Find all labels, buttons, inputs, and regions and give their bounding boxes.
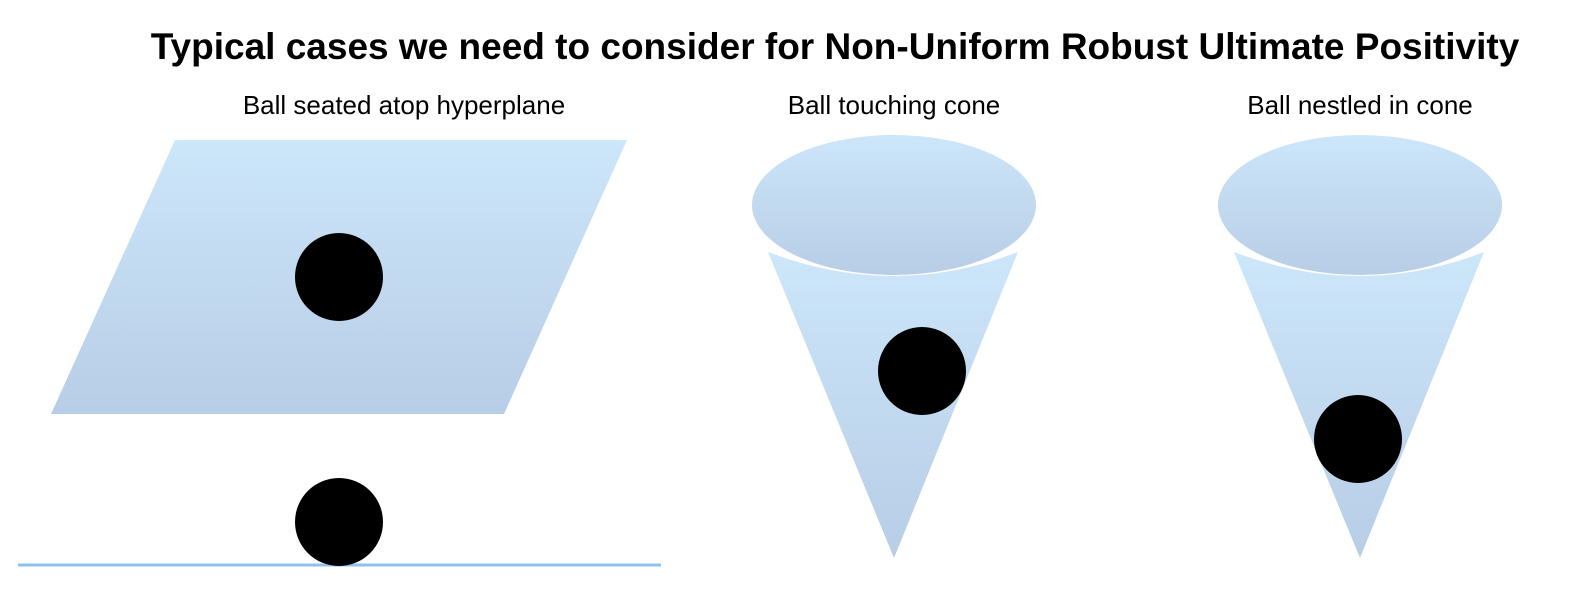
cone-top-ellipse [1218, 135, 1502, 275]
cone-top-ellipse [752, 135, 1036, 275]
diagram-title: Typical cases we need to consider for No… [150, 26, 1520, 67]
ball-on-line [295, 478, 383, 566]
panel-touching-cone [752, 135, 1036, 558]
ball-nestled-in-cone [1314, 395, 1402, 483]
cone-body [768, 252, 1018, 558]
caption-touching-cone: Ball touching cone [787, 90, 1001, 120]
panel-nestled-cone [1218, 135, 1502, 558]
caption-hyperplane: Ball seated atop hyperplane [242, 90, 566, 120]
ball-on-plane [295, 233, 383, 321]
panel-hyperplane [18, 140, 661, 567]
caption-nestled-cone: Ball nestled in cone [1247, 90, 1473, 120]
ball-touching-cone [878, 327, 966, 415]
